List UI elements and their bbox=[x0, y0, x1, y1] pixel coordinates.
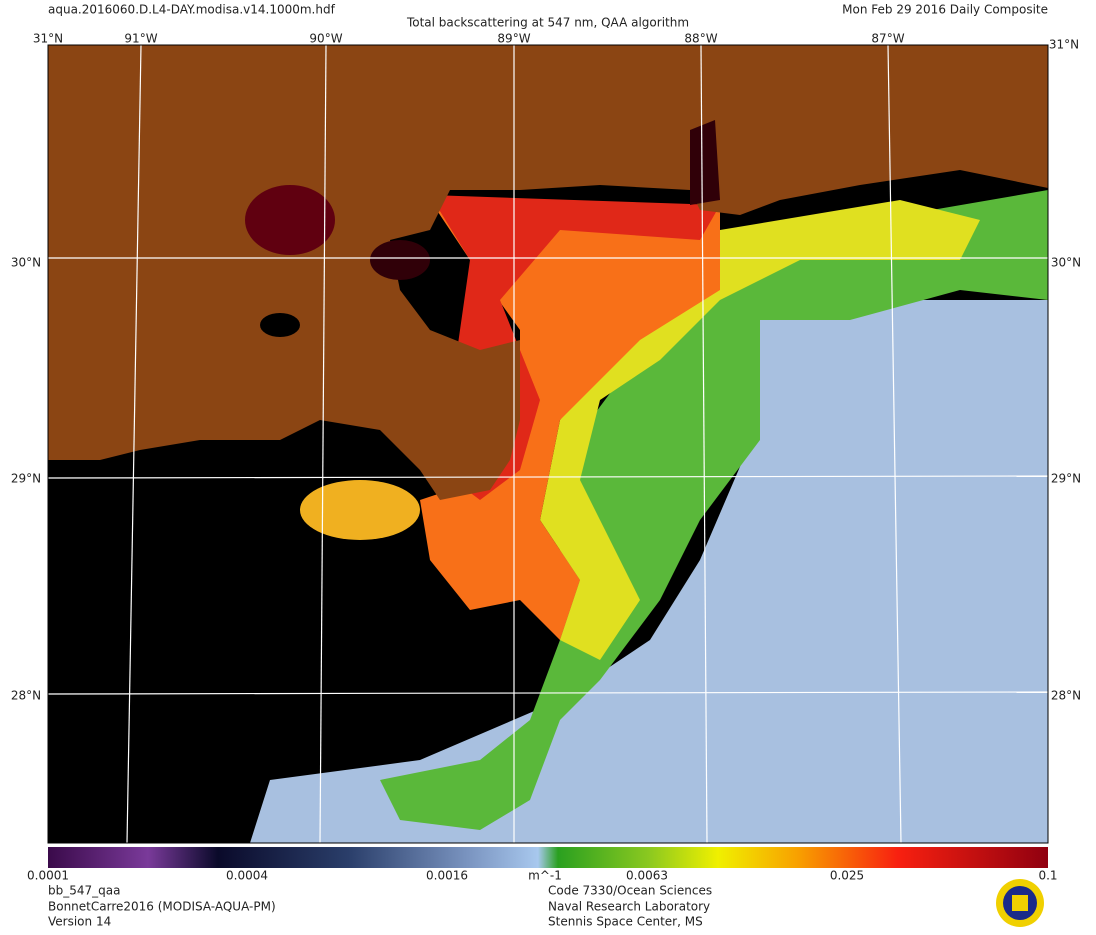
footer-center: Naval Research Laboratory bbox=[548, 900, 710, 914]
colorbar-label: 0.0001 bbox=[27, 869, 69, 883]
colorbar-label: 0.0063 bbox=[626, 869, 668, 883]
lat-label: 28°N bbox=[1051, 689, 1081, 703]
colorbar-label: m^-1 bbox=[528, 869, 562, 883]
lon-label: 90°W bbox=[309, 32, 342, 46]
title: Total backscattering at 547 nm, QAA algo… bbox=[406, 16, 689, 30]
footer-left: BonnetCarre2016 (MODISA-AQUA-PM) bbox=[48, 900, 276, 914]
corner-label: 31°N bbox=[1049, 38, 1079, 52]
colorbar-label: 0.025 bbox=[830, 869, 864, 883]
map-frame bbox=[47, 44, 1049, 844]
lon-label: 89°W bbox=[497, 32, 530, 46]
lon-label: 88°W bbox=[684, 32, 717, 46]
date: Mon Feb 29 2016 Daily Composite bbox=[842, 3, 1048, 17]
lat-label: 29°N bbox=[11, 472, 41, 486]
colorbar-label: 0.0016 bbox=[426, 869, 468, 883]
footer-left: Version 14 bbox=[48, 915, 111, 929]
colorbar-label: 0.1 bbox=[1038, 869, 1057, 883]
footer-center: Stennis Space Center, MS bbox=[548, 915, 703, 929]
footer-left: bb_547_qaa bbox=[48, 884, 120, 898]
lon-label: 87°W bbox=[871, 32, 904, 46]
lon-label: 91°W bbox=[124, 32, 157, 46]
file-name: aqua.2016060.D.L4-DAY.modisa.v14.1000m.h… bbox=[48, 3, 336, 17]
logo bbox=[996, 879, 1044, 927]
colorbar bbox=[48, 847, 1048, 868]
lat-label: 30°N bbox=[11, 256, 41, 270]
lat-label: 28°N bbox=[11, 689, 41, 703]
map-image bbox=[48, 45, 1048, 843]
lat-label: 29°N bbox=[1051, 472, 1081, 486]
colorbar-label: 0.0004 bbox=[226, 869, 268, 883]
footer-center: Code 7330/Ocean Sciences bbox=[548, 884, 712, 898]
lat-label: 30°N bbox=[1051, 256, 1081, 270]
corner-label: 31°N bbox=[33, 32, 63, 46]
